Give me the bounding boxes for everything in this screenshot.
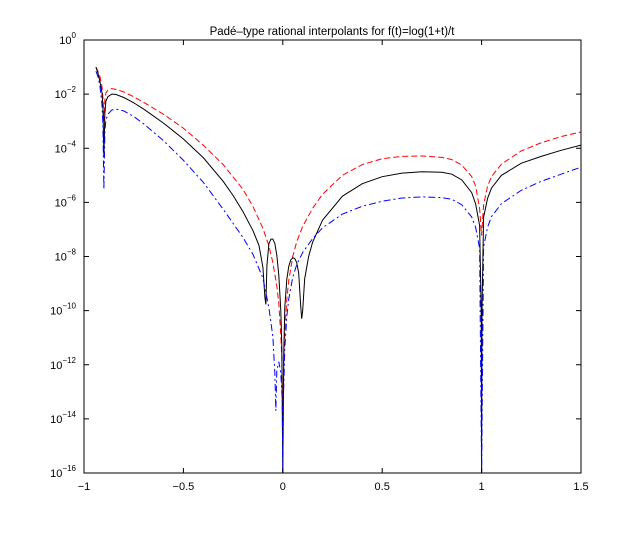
y-tick-label: 10−14 [50, 410, 76, 426]
y-tick-label: 10−12 [50, 356, 76, 372]
y-tick-label: 10−10 [50, 302, 76, 318]
y-tick-label: 10−4 [55, 139, 77, 155]
series-line-1 [95, 66, 581, 419]
y-tick-label: 10−6 [55, 193, 77, 209]
y-tick-label: 10−16 [50, 464, 76, 480]
y-tick-label: 100 [59, 31, 76, 47]
x-tick-label: 1.5 [573, 481, 588, 493]
chart-title: Padé–type rational interpolants for f(t)… [210, 26, 456, 38]
x-tick-label: 0.5 [375, 481, 390, 493]
y-tick-label: 10−8 [55, 248, 77, 264]
x-tick-label: 1 [479, 481, 485, 493]
x-tick-label: −0.5 [173, 481, 195, 493]
y-tick-label: 10−2 [55, 85, 77, 101]
x-tick-label: −1 [78, 481, 91, 493]
x-tick-label: 0 [280, 481, 286, 493]
series-line-3 [95, 71, 581, 473]
plot-area-frame [83, 39, 582, 474]
series-line-2 [95, 66, 581, 473]
